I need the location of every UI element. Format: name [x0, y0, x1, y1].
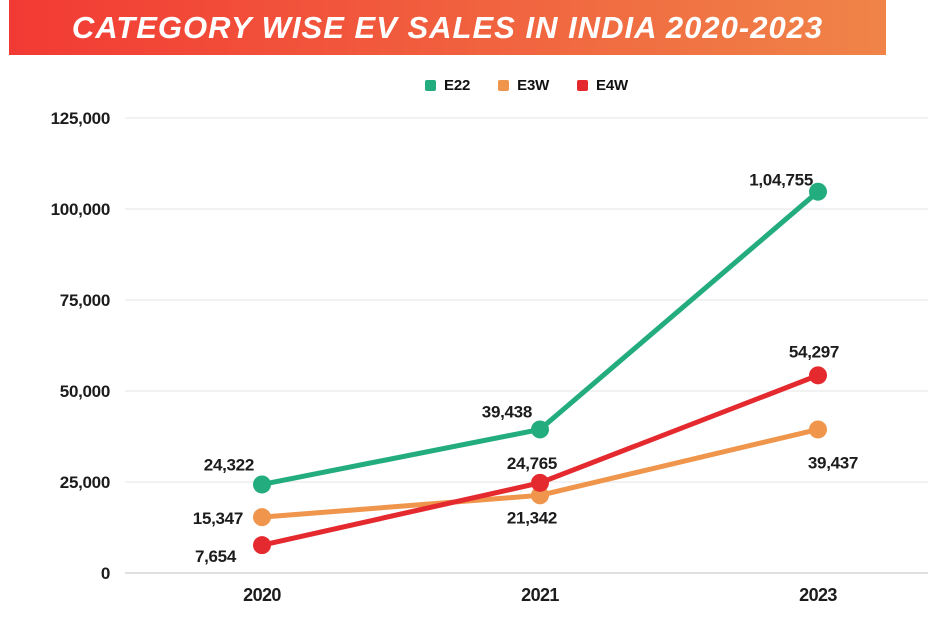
- data-point-label: 15,347: [193, 509, 243, 528]
- legend-item-e22: E22: [425, 77, 470, 94]
- data-point-label: 24,322: [204, 455, 254, 474]
- data-point: [809, 182, 827, 201]
- x-axis-label: 2023: [799, 585, 837, 605]
- legend-swatch-icon: [577, 79, 589, 91]
- series-line-e22: [259, 189, 821, 487]
- legend-label: E4W: [596, 76, 628, 94]
- page-title: CATEGORY WISE EV SALES IN INDIA 2020-202…: [71, 9, 824, 45]
- y-axis-tick-label: 100,000: [51, 200, 110, 219]
- x-axis-label: 2021: [521, 585, 559, 605]
- y-axis-tick-label: 0: [101, 564, 110, 583]
- data-point-label: 7,654: [195, 547, 237, 566]
- data-point-label: 1,04,755: [749, 171, 813, 190]
- data-point-label: 39,437: [808, 453, 858, 472]
- y-axis-tick-label: 125,000: [51, 109, 110, 128]
- legend-label: E3W: [517, 76, 550, 94]
- data-point-label: 54,297: [789, 342, 839, 361]
- data-point: [253, 508, 271, 527]
- chart-legend: E22 E3W E4W: [125, 74, 928, 96]
- y-axis-tick-label: 75,000: [60, 291, 110, 310]
- data-point: [531, 473, 549, 492]
- y-axis-tick-label: 25,000: [60, 473, 110, 492]
- x-axis-label: 2020: [243, 585, 281, 605]
- data-point: [531, 486, 549, 505]
- data-point: [809, 420, 827, 439]
- legend-item-e4w: E4W: [577, 77, 628, 94]
- data-point: [809, 366, 827, 385]
- legend-swatch-icon: [498, 79, 510, 91]
- data-point-label: 24,765: [507, 454, 557, 473]
- data-point-label: 39,438: [482, 402, 532, 421]
- legend-item-e3w: E3W: [498, 77, 549, 94]
- legend-swatch-icon: [425, 79, 437, 91]
- data-point: [531, 420, 549, 439]
- data-point-label: 21,342: [507, 508, 557, 527]
- legend-label: E22: [444, 76, 471, 94]
- title-banner: CATEGORY WISE EV SALES IN INDIA 2020-202…: [9, 0, 886, 55]
- data-point: [253, 536, 271, 555]
- y-axis-tick-label: 50,000: [60, 382, 110, 401]
- data-point: [253, 475, 271, 494]
